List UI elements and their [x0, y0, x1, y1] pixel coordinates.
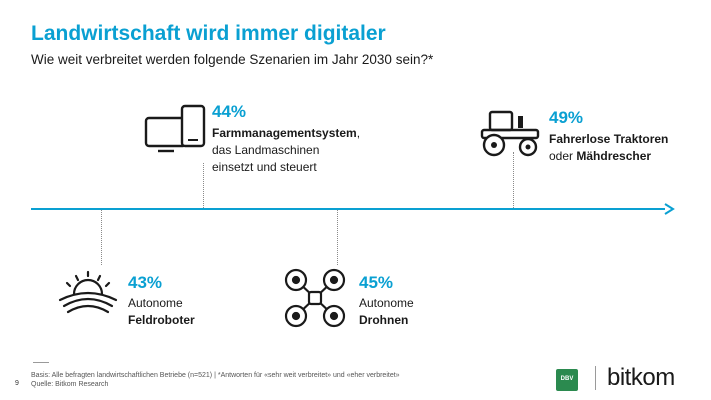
- timeline-arrow-icon: [664, 203, 675, 215]
- scenario-feldroboter-text: 43% Autonome Feldroboter: [128, 273, 248, 329]
- scenario-traktoren-line2-pre: oder: [549, 149, 577, 163]
- scenario-feldroboter-line1: Autonome: [128, 296, 183, 310]
- footer-source: Quelle: Bitkom Research: [31, 381, 109, 388]
- dbv-logo: DBV: [556, 369, 578, 391]
- scenario-farmmanagement-line2: das Landmaschinen: [212, 143, 320, 157]
- drone-icon: [284, 268, 346, 328]
- scenario-farmmanagement: [144, 104, 206, 154]
- dbv-logo-text: DBV: [560, 376, 574, 382]
- bitkom-logo-text: bitkom: [607, 364, 675, 391]
- page-number: 9: [15, 380, 19, 387]
- page-subtitle: Wie weit verbreitet werden folgende Szen…: [31, 52, 434, 67]
- tractor-icon: [480, 110, 540, 157]
- scenario-drohnen: [282, 266, 348, 330]
- scenario-drohnen-line1: Autonome: [359, 296, 414, 310]
- scenario-feldroboter-title: Feldroboter: [128, 313, 195, 327]
- scenario-traktoren-title: Fahrerlose Traktoren: [549, 132, 669, 146]
- connector-drohnen: [337, 210, 338, 265]
- scenario-farmmanagement-text: 44% Farmmanagementsystem, das Landmaschi…: [212, 102, 372, 176]
- page-title: Landwirtschaft wird immer digitaler: [31, 22, 386, 45]
- scenario-drohnen-text: 45% Autonome Drohnen: [359, 273, 479, 329]
- footer-divider: [33, 362, 49, 363]
- scenario-feldroboter: [56, 270, 120, 316]
- connector-feldroboter: [101, 210, 102, 265]
- scenario-feldroboter-percent: 43%: [128, 273, 163, 292]
- scenario-traktoren-percent: 49%: [549, 108, 584, 127]
- scenario-traktoren-line2-bold: Mähdrescher: [576, 149, 652, 163]
- devices-icon: [144, 104, 206, 153]
- scenario-drohnen-title: Drohnen: [359, 313, 409, 327]
- connector-traktoren: [513, 152, 514, 208]
- connector-farmmanagement: [203, 163, 204, 208]
- logo-divider: [595, 366, 596, 390]
- scenario-farmmanagement-line3: einsetzt und steuert: [212, 160, 317, 174]
- scenario-drohnen-percent: 45%: [359, 273, 394, 292]
- scenario-farmmanagement-percent: 44%: [212, 102, 247, 121]
- footer-basis: Basis: Alle befragten landwirtschaftlich…: [31, 372, 400, 379]
- scenario-traktoren: [478, 108, 542, 158]
- field-sun-icon: [58, 270, 118, 314]
- comma: ,: [356, 126, 361, 140]
- scenario-traktoren-text: 49% Fahrerlose Traktoren oder Mähdresche…: [549, 108, 699, 165]
- timeline-line: [31, 208, 665, 210]
- bitkom-logo: bitkom: [607, 364, 675, 392]
- scenario-farmmanagement-title: Farmmanagementsystem: [212, 126, 357, 140]
